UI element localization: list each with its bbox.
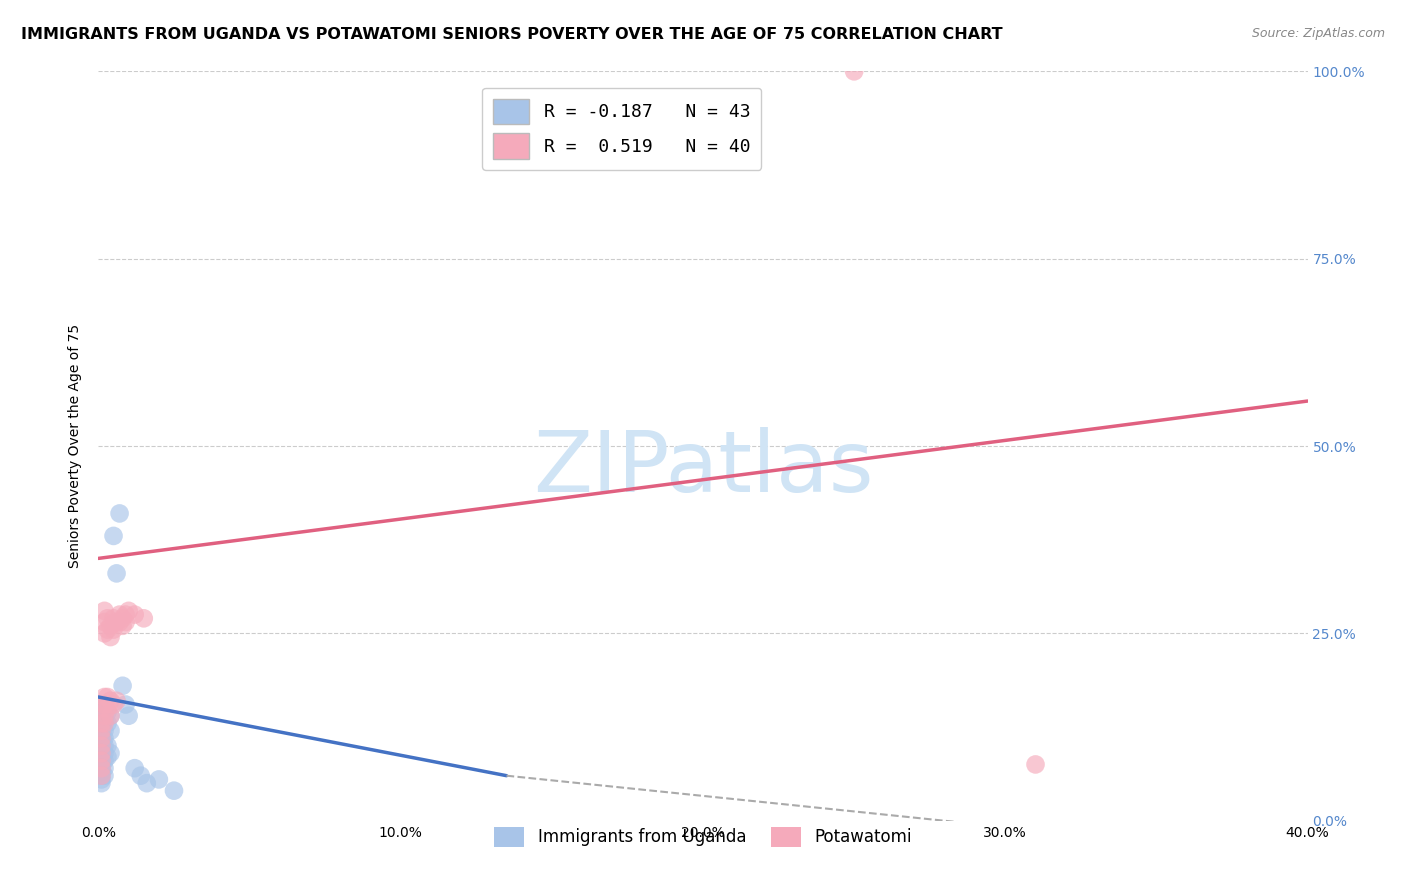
Point: [105, 694, 128, 708]
Point: [129, 769, 152, 783]
Point: [135, 776, 157, 790]
Point: [124, 761, 146, 775]
Point: [124, 607, 146, 622]
Point: [96, 705, 118, 719]
Point: [90, 739, 112, 753]
Point: [93, 754, 115, 768]
Point: [93, 731, 115, 746]
Point: [90, 754, 112, 768]
Point: [103, 611, 125, 625]
Point: [90, 720, 112, 734]
Point: [148, 772, 170, 787]
Point: [93, 708, 115, 723]
Legend: Immigrants from Uganda, Potawatomi: Immigrants from Uganda, Potawatomi: [488, 820, 918, 854]
Point: [96, 611, 118, 625]
Point: [100, 619, 122, 633]
Point: [90, 742, 112, 756]
Point: [90, 769, 112, 783]
Point: [96, 701, 118, 715]
Point: [114, 607, 136, 622]
Point: [90, 705, 112, 719]
Point: [111, 679, 134, 693]
Point: [93, 716, 115, 731]
Point: [90, 761, 112, 775]
Text: Source: ZipAtlas.com: Source: ZipAtlas.com: [1251, 27, 1385, 40]
Point: [105, 615, 128, 629]
Point: [90, 698, 112, 712]
Point: [90, 764, 112, 779]
Point: [132, 611, 155, 625]
Point: [163, 783, 186, 797]
Point: [93, 723, 115, 738]
Point: [100, 746, 122, 760]
Point: [118, 604, 141, 618]
Point: [108, 507, 131, 521]
Point: [96, 750, 118, 764]
Point: [93, 761, 115, 775]
Point: [90, 750, 112, 764]
Point: [114, 698, 136, 712]
Point: [111, 611, 134, 625]
Point: [96, 623, 118, 637]
Point: [93, 701, 115, 715]
Point: [114, 615, 136, 629]
Point: [93, 690, 115, 704]
Point: [90, 723, 112, 738]
Point: [1024, 757, 1046, 772]
Point: [90, 746, 112, 760]
Point: [93, 739, 115, 753]
Point: [105, 566, 128, 581]
Point: [93, 698, 115, 712]
Point: [118, 708, 141, 723]
Point: [93, 604, 115, 618]
Point: [108, 607, 131, 622]
Point: [100, 694, 122, 708]
Text: IMMIGRANTS FROM UGANDA VS POTAWATOMI SENIORS POVERTY OVER THE AGE OF 75 CORRELAT: IMMIGRANTS FROM UGANDA VS POTAWATOMI SEN…: [21, 27, 1002, 42]
Point: [93, 615, 115, 629]
Point: [103, 698, 125, 712]
Text: ZIPatlas: ZIPatlas: [533, 427, 873, 510]
Point: [90, 735, 112, 749]
Point: [844, 64, 866, 78]
Point: [103, 529, 125, 543]
Point: [90, 731, 112, 746]
Point: [93, 746, 115, 760]
Point: [90, 716, 112, 731]
Y-axis label: Seniors Poverty Over the Age of 75: Seniors Poverty Over the Age of 75: [69, 324, 83, 568]
Point: [103, 623, 125, 637]
Point: [90, 739, 112, 753]
Point: [90, 727, 112, 741]
Point: [96, 690, 118, 704]
Point: [90, 716, 112, 731]
Point: [96, 716, 118, 731]
Point: [93, 713, 115, 727]
Point: [93, 769, 115, 783]
Point: [90, 776, 112, 790]
Point: [90, 757, 112, 772]
Point: [90, 754, 112, 768]
Point: [96, 739, 118, 753]
Point: [100, 708, 122, 723]
Point: [111, 619, 134, 633]
Point: [108, 615, 131, 629]
Point: [90, 701, 112, 715]
Point: [100, 723, 122, 738]
Point: [90, 769, 112, 783]
Point: [100, 708, 122, 723]
Point: [93, 626, 115, 640]
Point: [90, 772, 112, 787]
Point: [100, 630, 122, 644]
Point: [90, 761, 112, 775]
